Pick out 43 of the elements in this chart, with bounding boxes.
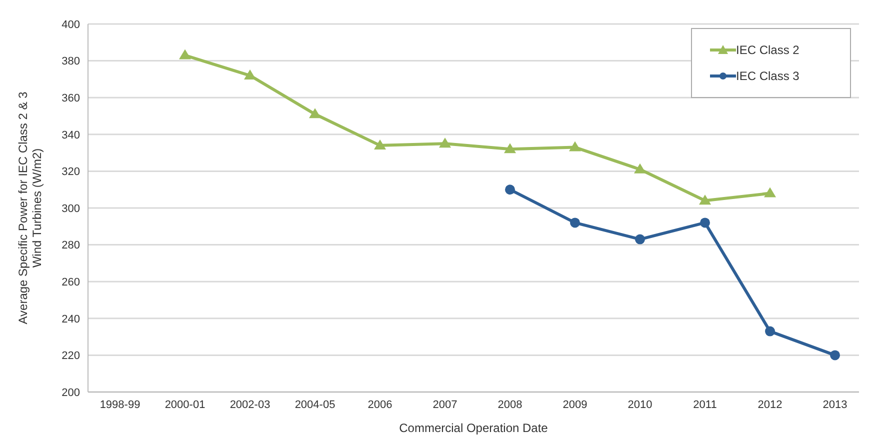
point	[374, 139, 386, 150]
y-tick-label: 320	[62, 166, 80, 178]
point	[635, 234, 645, 244]
point	[699, 194, 711, 205]
point	[504, 143, 516, 154]
y-tick-label: 260	[62, 276, 80, 289]
point	[765, 326, 775, 336]
y-tick-label: 360	[62, 92, 80, 105]
y-tick-label: 240	[62, 313, 80, 326]
y-tick-label: 400	[62, 18, 80, 31]
x-tick-label: 2009	[562, 398, 588, 411]
x-tick-label: 2004-05	[294, 398, 336, 411]
point	[309, 108, 321, 118]
legend-label: IEC Class 2	[736, 43, 800, 57]
point	[570, 218, 580, 228]
x-tick-label: 1998-99	[100, 398, 140, 411]
x-tick-label: 2013	[822, 398, 848, 411]
point	[634, 163, 646, 174]
point	[764, 187, 776, 198]
x-axis-title: Commercial Operation Date	[399, 421, 548, 435]
point	[244, 70, 256, 80]
x-tick-label: 2006	[368, 398, 392, 411]
y-tick-label: 340	[62, 129, 80, 142]
x-tick-label: 2010	[628, 398, 652, 411]
point	[439, 138, 451, 148]
point	[569, 141, 581, 152]
x-tick-label: 2000-01	[164, 398, 206, 411]
x-tick-label: 2012	[758, 398, 782, 411]
point	[700, 218, 710, 228]
y-tick-label: 220	[62, 350, 80, 362]
legend-label: IEC Class 3	[736, 69, 800, 83]
point	[179, 49, 191, 60]
point	[505, 184, 515, 195]
y-axis-title: Average Specific Power for IEC Class 2 & 3 Wind Turbines (W/m2)	[16, 91, 44, 324]
x-tick-label: 2002-03	[230, 398, 270, 411]
x-tick-label: 2011	[693, 398, 717, 411]
x-tick-label: 2007	[432, 398, 458, 411]
y-tick-label: 380	[62, 56, 80, 68]
y-tick-label: 300	[62, 202, 80, 215]
y-tick-label: 200	[62, 386, 80, 399]
x-tick-label: 2008	[498, 398, 522, 411]
point	[830, 350, 840, 360]
y-tick-label: 280	[62, 240, 80, 252]
